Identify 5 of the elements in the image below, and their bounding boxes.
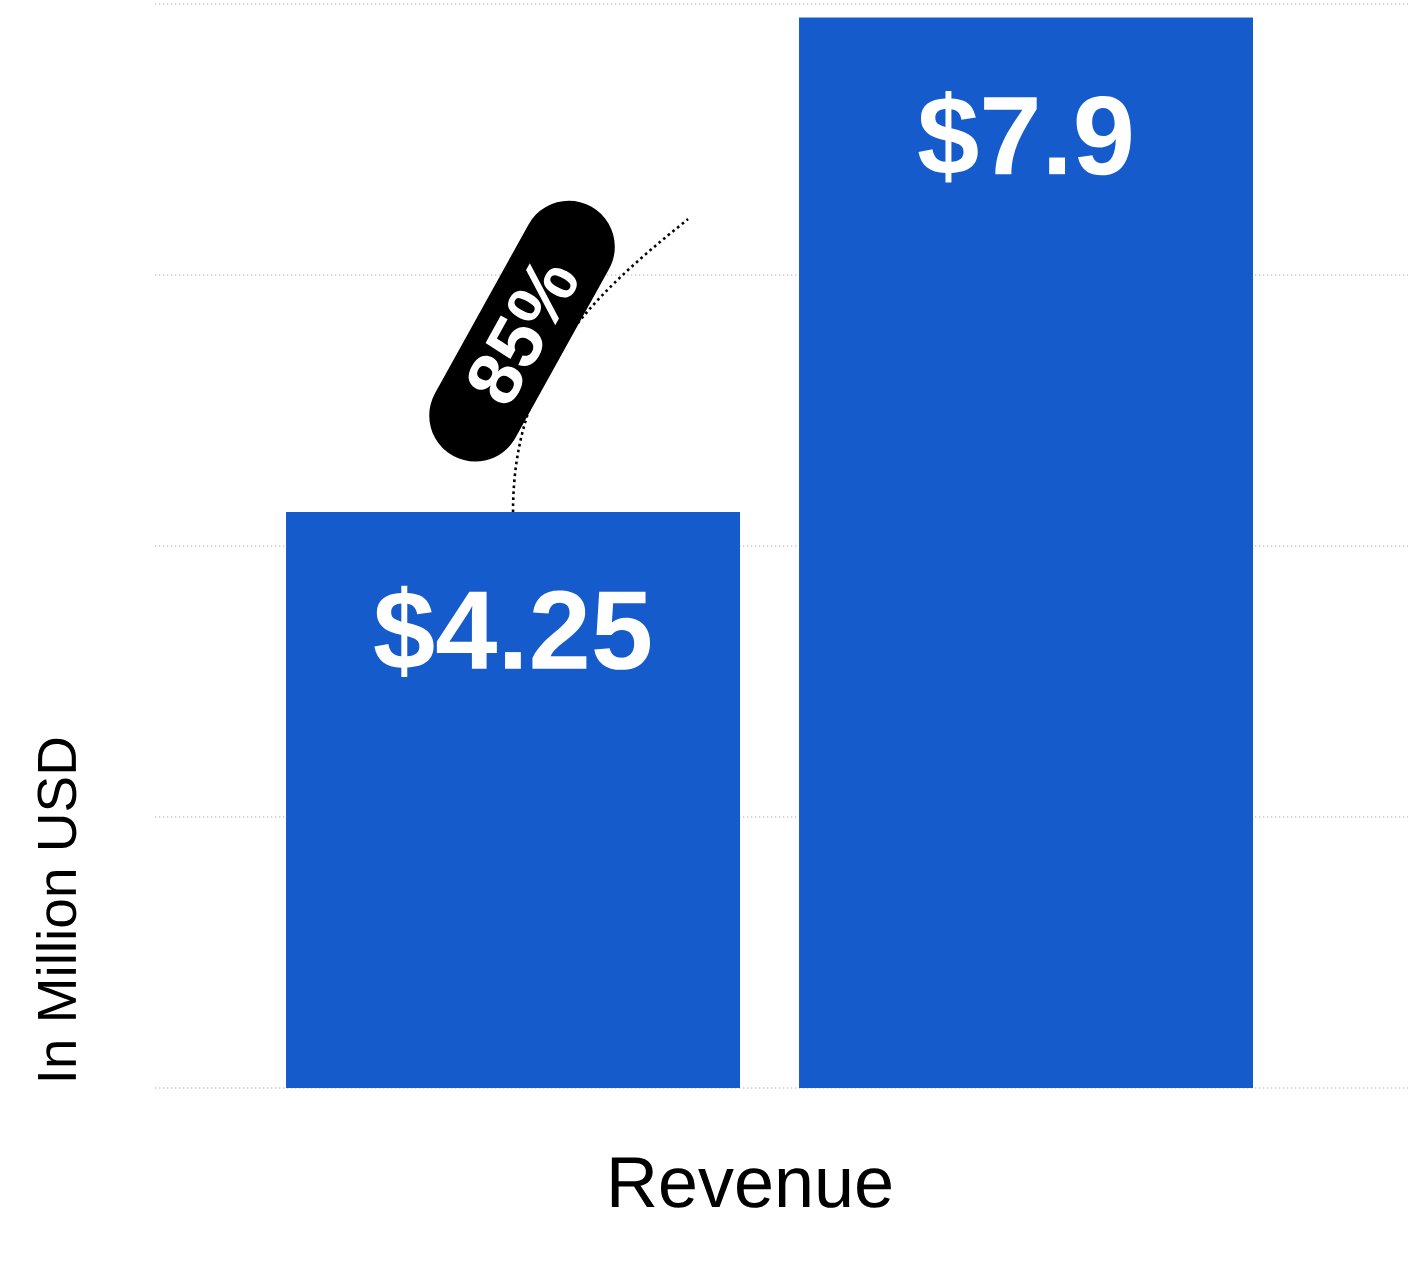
x-axis-title: Revenue [611,1157,891,1208]
y-axis-title: In Million USD [36,738,77,1080]
annotation: 85% [468,263,577,404]
data-label: $7.9 [918,91,1131,183]
data-label: $4.25 [374,585,651,678]
